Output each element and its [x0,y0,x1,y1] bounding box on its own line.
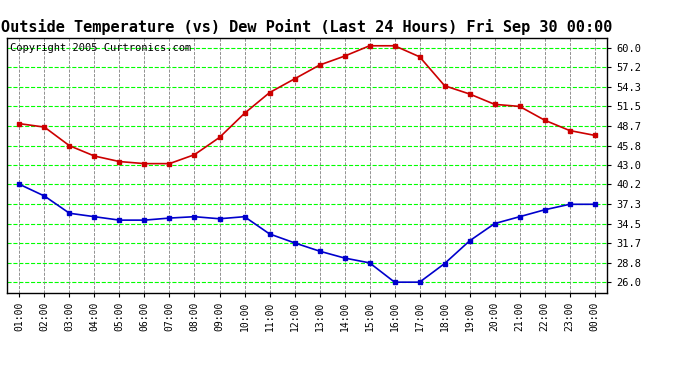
Text: Copyright 2005 Curtronics.com: Copyright 2005 Curtronics.com [10,43,191,52]
Title: Outside Temperature (vs) Dew Point (Last 24 Hours) Fri Sep 30 00:00: Outside Temperature (vs) Dew Point (Last… [1,19,613,35]
